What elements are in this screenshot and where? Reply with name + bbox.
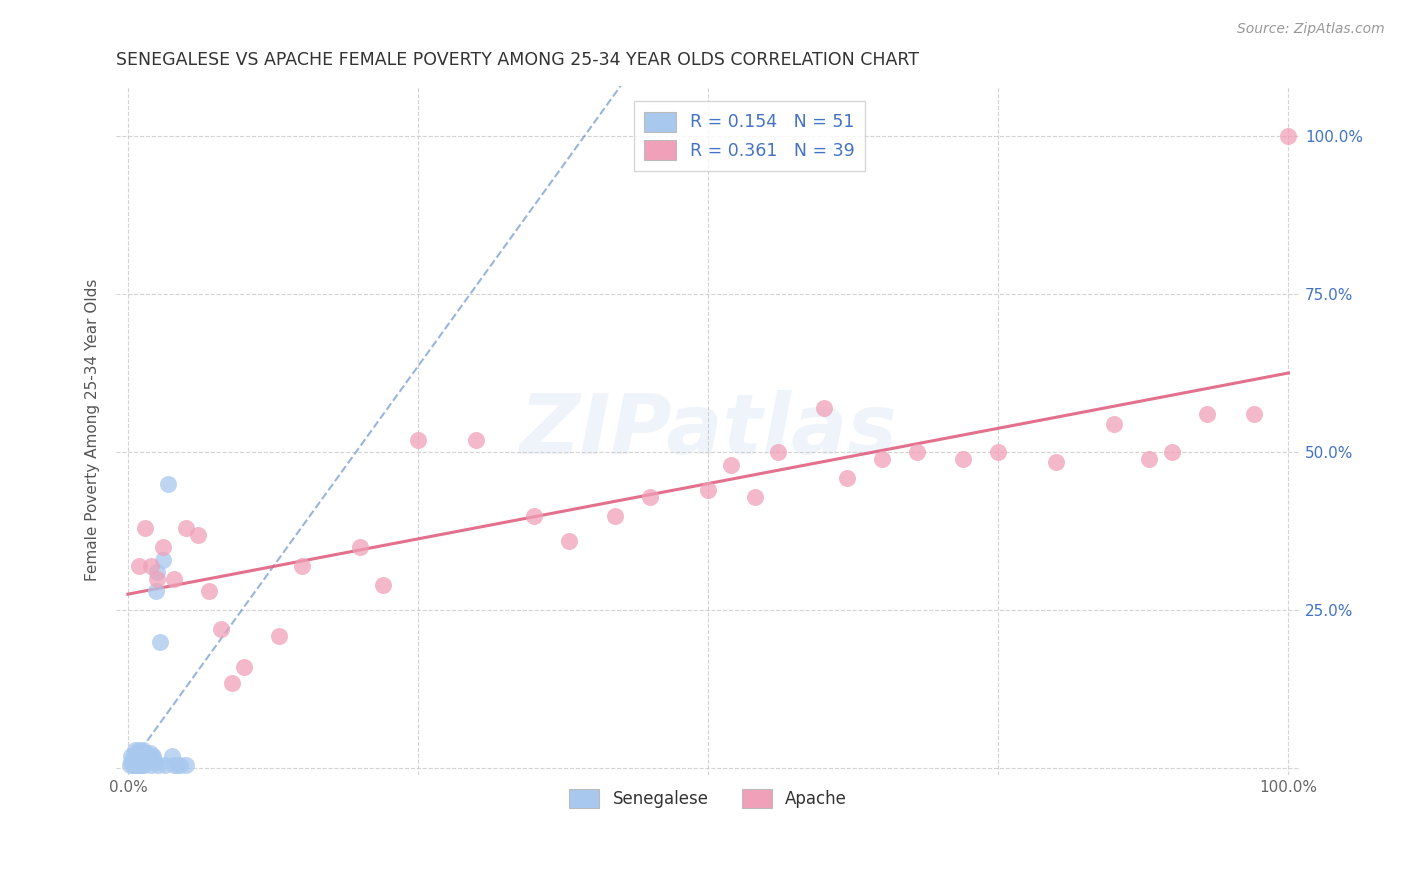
- Point: [139, 746, 162, 760]
- Y-axis label: Female Poverty Among 25-34 Year Olds: Female Poverty Among 25-34 Year Olds: [86, 279, 100, 582]
- Point: [131, 758, 153, 772]
- Point: [163, 758, 186, 772]
- Point: [221, 676, 243, 690]
- Point: [267, 629, 290, 643]
- Point: [129, 758, 152, 772]
- Point: [523, 508, 546, 523]
- Point: [122, 755, 145, 769]
- Point: [638, 490, 661, 504]
- Point: [1243, 408, 1265, 422]
- Point: [720, 458, 742, 472]
- Point: [174, 521, 197, 535]
- Point: [138, 748, 160, 763]
- Point: [125, 746, 148, 760]
- Text: Source: ZipAtlas.com: Source: ZipAtlas.com: [1237, 22, 1385, 37]
- Point: [136, 752, 159, 766]
- Point: [373, 578, 395, 592]
- Point: [120, 758, 142, 772]
- Point: [134, 755, 156, 769]
- Point: [134, 521, 156, 535]
- Point: [813, 401, 835, 415]
- Point: [1104, 417, 1126, 431]
- Point: [127, 755, 149, 769]
- Point: [186, 527, 208, 541]
- Point: [128, 752, 150, 766]
- Point: [141, 748, 163, 763]
- Point: [174, 758, 197, 772]
- Point: [122, 758, 145, 772]
- Point: [135, 748, 157, 763]
- Point: [121, 758, 143, 772]
- Point: [558, 533, 581, 548]
- Point: [905, 445, 928, 459]
- Point: [605, 508, 627, 523]
- Point: [146, 758, 169, 772]
- Point: [406, 433, 429, 447]
- Point: [127, 755, 149, 769]
- Text: ZIPatlas: ZIPatlas: [519, 390, 897, 471]
- Point: [198, 584, 221, 599]
- Point: [132, 755, 155, 769]
- Point: [124, 758, 146, 772]
- Point: [124, 742, 146, 756]
- Point: [139, 758, 162, 772]
- Point: [870, 451, 893, 466]
- Point: [465, 433, 488, 447]
- Point: [128, 742, 150, 756]
- Point: [142, 748, 165, 763]
- Point: [121, 752, 143, 766]
- Point: [744, 490, 766, 504]
- Point: [169, 758, 191, 772]
- Point: [125, 758, 148, 772]
- Point: [209, 623, 232, 637]
- Point: [127, 758, 149, 772]
- Legend: Senegalese, Apache: Senegalese, Apache: [562, 782, 853, 814]
- Point: [766, 445, 789, 459]
- Point: [157, 477, 180, 491]
- Point: [122, 748, 145, 763]
- Text: SENEGALESE VS APACHE FEMALE POVERTY AMONG 25-34 YEAR OLDS CORRELATION CHART: SENEGALESE VS APACHE FEMALE POVERTY AMON…: [117, 51, 920, 69]
- Point: [1137, 451, 1160, 466]
- Point: [124, 755, 146, 769]
- Point: [139, 559, 162, 574]
- Point: [349, 540, 371, 554]
- Point: [127, 746, 149, 760]
- Point: [697, 483, 720, 498]
- Point: [152, 540, 174, 554]
- Point: [987, 445, 1010, 459]
- Point: [120, 755, 142, 769]
- Point: [146, 572, 169, 586]
- Point: [1277, 129, 1299, 144]
- Point: [1045, 455, 1067, 469]
- Point: [837, 470, 859, 484]
- Point: [1197, 408, 1219, 422]
- Point: [160, 748, 183, 763]
- Point: [127, 748, 149, 763]
- Point: [1161, 445, 1184, 459]
- Point: [127, 758, 149, 772]
- Point: [129, 748, 152, 763]
- Point: [132, 742, 155, 756]
- Point: [128, 559, 150, 574]
- Point: [166, 758, 188, 772]
- Point: [232, 660, 254, 674]
- Point: [153, 758, 176, 772]
- Point: [146, 566, 169, 580]
- Point: [134, 746, 156, 760]
- Point: [143, 755, 166, 769]
- Point: [145, 584, 167, 599]
- Point: [131, 746, 153, 760]
- Point: [120, 748, 142, 763]
- Point: [952, 451, 974, 466]
- Point: [163, 572, 186, 586]
- Point: [149, 635, 172, 649]
- Point: [128, 758, 150, 772]
- Point: [152, 553, 174, 567]
- Point: [134, 758, 156, 772]
- Point: [291, 559, 314, 574]
